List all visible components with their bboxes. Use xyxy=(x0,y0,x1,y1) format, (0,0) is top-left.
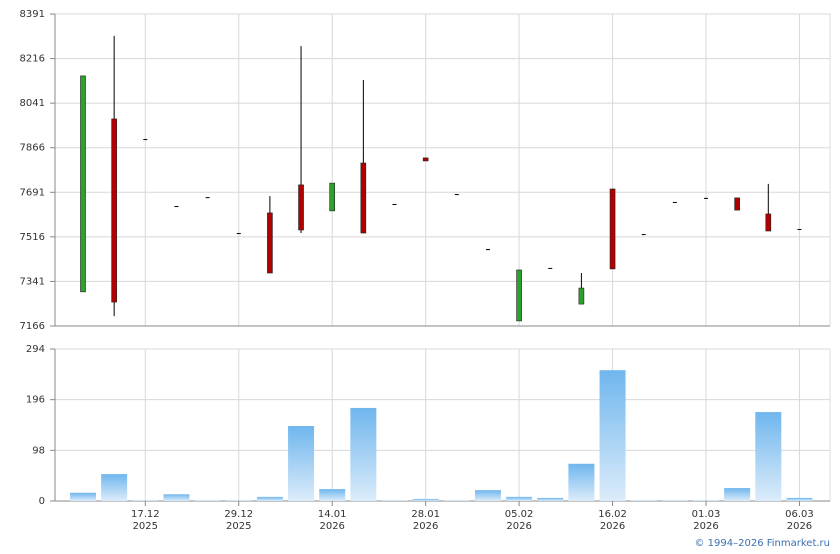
x-tick-label: 01.03 xyxy=(692,509,721,520)
volume-bar xyxy=(755,412,782,501)
candle-body xyxy=(704,197,708,199)
volume-bar xyxy=(132,500,159,501)
y-tick-label: 7866 xyxy=(20,143,45,154)
candle-body xyxy=(360,162,367,234)
y-tick-label: 7166 xyxy=(20,321,45,332)
y-tick-label: 294 xyxy=(26,344,45,355)
volume-bar xyxy=(163,494,190,501)
volume-bar xyxy=(630,500,657,501)
volume-bar xyxy=(256,496,283,501)
volume-bar xyxy=(350,407,377,501)
volume-bar xyxy=(101,474,128,501)
plot-frame xyxy=(54,13,831,327)
candle-body xyxy=(797,228,802,230)
volume-bar xyxy=(225,500,252,501)
y-tick-label: 8391 xyxy=(20,9,45,20)
y-tick-label: 8216 xyxy=(20,54,45,65)
x-tick-label: 28.01 xyxy=(411,509,440,520)
candle-body xyxy=(205,197,210,199)
x-tick-label: 16.02 xyxy=(598,509,627,520)
candle-body xyxy=(548,267,553,269)
x-tick-label: 2026 xyxy=(319,521,344,532)
x-tick-label: 2026 xyxy=(600,521,625,532)
volume-bar xyxy=(319,489,346,501)
volume-bar xyxy=(381,500,408,501)
candle-body xyxy=(111,118,117,303)
volume-bar xyxy=(661,500,688,501)
volume-bar xyxy=(443,500,470,501)
volume-bar xyxy=(194,500,221,501)
candle-body xyxy=(641,234,646,236)
y-tick-label: 7691 xyxy=(20,187,45,198)
volume-bar xyxy=(537,497,564,501)
plot-frame xyxy=(54,348,831,502)
volume-bar xyxy=(412,498,439,501)
x-tick-label: 2026 xyxy=(506,521,531,532)
candle-body xyxy=(236,233,241,235)
candle-body xyxy=(143,139,148,141)
candle-body xyxy=(454,194,459,196)
candle-body xyxy=(609,188,616,270)
y-tick-label: 0 xyxy=(39,496,45,507)
volume-bar xyxy=(724,488,751,501)
candle-body xyxy=(765,213,772,232)
candle-body xyxy=(422,157,429,162)
candle-body xyxy=(267,212,273,274)
x-tick-label: 29.12 xyxy=(224,509,253,520)
x-tick-label: 2026 xyxy=(413,521,438,532)
candle-body xyxy=(516,269,522,322)
footer: © 1994–2026 Finmarket.ru xyxy=(694,538,830,549)
y-tick-label: 196 xyxy=(26,395,45,406)
x-tick-label: 06.03 xyxy=(785,509,814,520)
candle-body xyxy=(485,249,490,251)
volume-bar xyxy=(786,497,813,501)
candle-body xyxy=(329,182,336,212)
y-tick-label: 98 xyxy=(32,445,45,456)
x-tick-label: 17.12 xyxy=(131,509,160,520)
candle-body xyxy=(734,197,740,211)
candle-body xyxy=(672,201,677,203)
x-tick-label: 2025 xyxy=(226,521,251,532)
volume-bar xyxy=(70,492,96,501)
candle-body xyxy=(578,287,585,305)
candle-body xyxy=(392,204,397,206)
volume-bar xyxy=(599,370,626,501)
x-tick-label: 2026 xyxy=(787,521,812,532)
y-tick-label: 7341 xyxy=(20,276,45,287)
y-tick-label: 8041 xyxy=(20,98,45,109)
y-tick-label: 7516 xyxy=(20,232,45,243)
volume-bar xyxy=(288,426,315,501)
volume-bar xyxy=(693,500,719,501)
candle-body xyxy=(298,184,304,231)
volume-bar xyxy=(506,496,533,501)
x-tick-label: 2025 xyxy=(133,521,158,532)
x-tick-label: 14.01 xyxy=(318,509,347,520)
x-tick-label: 05.02 xyxy=(505,509,534,520)
volume-bar xyxy=(568,463,595,501)
candle-body xyxy=(174,206,179,208)
candle-body xyxy=(80,75,86,293)
x-tick-label: 2026 xyxy=(693,521,718,532)
volume-bar xyxy=(474,490,501,501)
